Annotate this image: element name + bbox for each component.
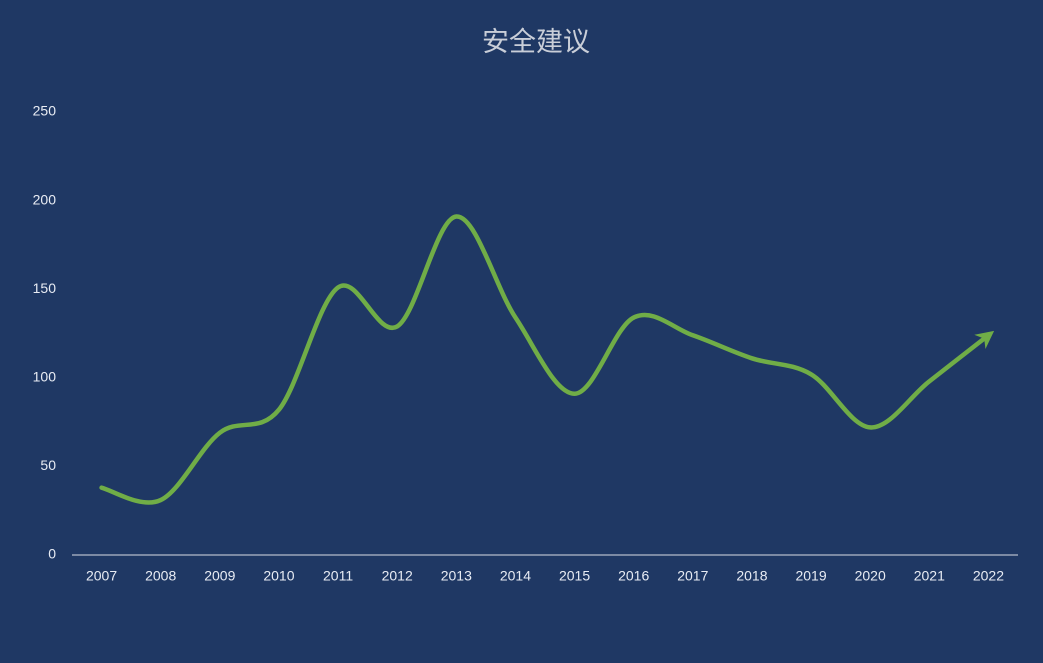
x-tick-label: 2013 xyxy=(441,568,472,584)
line-series xyxy=(99,214,995,505)
x-tick-label: 2019 xyxy=(795,568,826,584)
x-tick-label: 2011 xyxy=(323,568,353,584)
x-tick-label: 2014 xyxy=(500,568,531,584)
y-tick-label: 50 xyxy=(40,457,56,473)
x-tick-label: 2016 xyxy=(618,568,649,584)
x-tick-label: 2020 xyxy=(855,568,886,584)
x-tick-label: 2022 xyxy=(973,568,1004,584)
x-tick-label: 2008 xyxy=(145,568,176,584)
x-tick-label: 2021 xyxy=(914,568,945,584)
y-tick-label: 250 xyxy=(33,103,57,119)
chart-title: 安全建议 xyxy=(482,27,590,57)
x-tick-label: 2015 xyxy=(559,568,590,584)
x-tick-label: 2009 xyxy=(204,568,235,584)
x-tick-label: 2007 xyxy=(86,568,117,584)
y-tick-label: 200 xyxy=(33,191,57,207)
x-tick-label: 2017 xyxy=(677,568,708,584)
y-tick-label: 0 xyxy=(48,546,56,562)
y-tick-label: 100 xyxy=(33,369,57,385)
y-tick-label: 150 xyxy=(33,280,57,296)
x-tick-label: 2010 xyxy=(263,568,294,584)
x-tick-label: 2012 xyxy=(382,568,413,584)
x-tick-label: 2018 xyxy=(736,568,767,584)
